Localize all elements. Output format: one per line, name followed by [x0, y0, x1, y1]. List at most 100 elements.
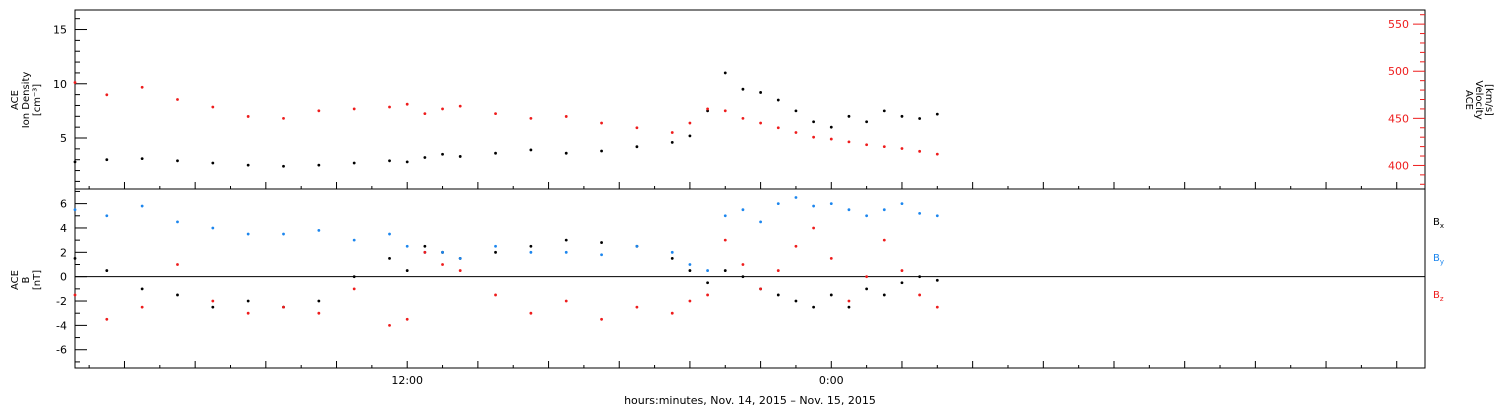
- data-point: [564, 115, 568, 118]
- data-point: [635, 145, 639, 149]
- data-point: [794, 109, 798, 113]
- data-point: [776, 98, 780, 102]
- bottom-x-ticks: 12:00 0:00: [88, 361, 1398, 387]
- data-point: [900, 269, 904, 272]
- data-point: [847, 299, 851, 303]
- data-point: [405, 102, 409, 106]
- b-axis-label-line2: B: [21, 276, 32, 283]
- data-point: [105, 269, 109, 272]
- data-point: [900, 114, 904, 118]
- data-point: [458, 257, 462, 260]
- data-point: [317, 299, 321, 303]
- data-point: [140, 305, 144, 309]
- bottom-panel: -6 -4 -2 0 2 4 6 12:00 0:00 ACE B [nT] Bx By Bz: [10, 188, 1444, 387]
- density-tick-label: 5: [60, 132, 67, 145]
- data-point: [352, 107, 356, 111]
- legend-entry-z: Bz: [1433, 290, 1444, 303]
- data-point: [829, 202, 833, 206]
- data-point: [900, 147, 904, 150]
- top-x-ticks: [88, 182, 1398, 189]
- data-point: [211, 299, 215, 303]
- data-point: [176, 293, 179, 297]
- density-tick-label: 15: [53, 24, 67, 37]
- data-point: [670, 131, 674, 134]
- data-point: [388, 323, 391, 327]
- data-point: [246, 311, 250, 315]
- velocity-tick-label: 400: [1388, 159, 1409, 172]
- data-point: [352, 161, 356, 165]
- data-point: [706, 281, 709, 285]
- data-point: [688, 263, 692, 266]
- data-point: [105, 214, 109, 218]
- data-point: [282, 116, 285, 120]
- data-point: [670, 140, 674, 144]
- data-point: [441, 263, 444, 266]
- data-point: [529, 148, 533, 152]
- data-point: [723, 269, 727, 272]
- velocity-tick-label: 450: [1388, 112, 1409, 125]
- top-panel: 5 10 15 400 450 500 550 ACE Ion Density [cm⁻³…: [10, 9, 1494, 190]
- data-point: [441, 250, 444, 254]
- data-point: [723, 71, 727, 75]
- data-point: [882, 293, 886, 297]
- data-point: [211, 105, 215, 109]
- data-point: [829, 125, 833, 129]
- data-point: [564, 238, 568, 242]
- data-point: [935, 278, 939, 282]
- data-point: [812, 305, 816, 309]
- data-point: [635, 126, 639, 130]
- data-point: [441, 107, 444, 111]
- top-panel-frame: [74, 9, 1426, 190]
- b-tick-label: 6: [60, 198, 67, 211]
- x-axis-title: hours:minutes, Nov. 14, 2015 – Nov. 15, …: [624, 394, 876, 407]
- data-point: [73, 257, 77, 260]
- data-point: [812, 226, 816, 230]
- data-point: [688, 121, 692, 125]
- density-axis-label-line1: ACE: [10, 90, 21, 110]
- data-point: [317, 163, 321, 167]
- data-point: [282, 164, 285, 168]
- data-point: [882, 145, 886, 149]
- bottom-panel-frame: [74, 188, 1426, 369]
- data-point: [176, 220, 179, 224]
- data-point: [776, 202, 780, 206]
- x-tick-label: 12:00: [391, 374, 423, 387]
- data-point: [529, 250, 533, 254]
- data-point: [759, 121, 763, 125]
- data-point: [246, 232, 250, 236]
- data-point: [564, 250, 568, 254]
- data-point: [73, 208, 77, 212]
- velocity-axis-label-line3: [km/s]: [1483, 84, 1494, 116]
- density-axis-label-line3: [cm⁻³]: [32, 84, 43, 116]
- data-point: [794, 196, 798, 199]
- data-point: [723, 109, 727, 113]
- data-point: [794, 299, 798, 303]
- data-point: [935, 305, 939, 309]
- data-point: [73, 160, 77, 164]
- data-point: [706, 293, 709, 297]
- data-point: [352, 287, 356, 291]
- data-point: [670, 311, 674, 315]
- data-point: [688, 269, 692, 272]
- data-point: [829, 137, 833, 141]
- data-point: [865, 275, 869, 279]
- legend-entry-x: Bx: [1433, 217, 1444, 230]
- data-point: [706, 107, 709, 111]
- b-tick-label: 4: [60, 222, 67, 235]
- data-point: [246, 163, 250, 167]
- data-point: [423, 244, 427, 248]
- data-point: [388, 257, 391, 260]
- data-point: [900, 281, 904, 285]
- data-point: [865, 214, 869, 218]
- data-point: [812, 120, 816, 124]
- data-point: [812, 135, 816, 139]
- data-point: [776, 126, 780, 130]
- data-point: [494, 244, 497, 248]
- data-point: [600, 241, 603, 244]
- data-point: [706, 269, 709, 272]
- velocity-axis-label-line1: ACE: [1463, 90, 1474, 110]
- b-tick-label: 2: [60, 246, 67, 259]
- data-point: [600, 317, 603, 321]
- data-point: [688, 299, 692, 303]
